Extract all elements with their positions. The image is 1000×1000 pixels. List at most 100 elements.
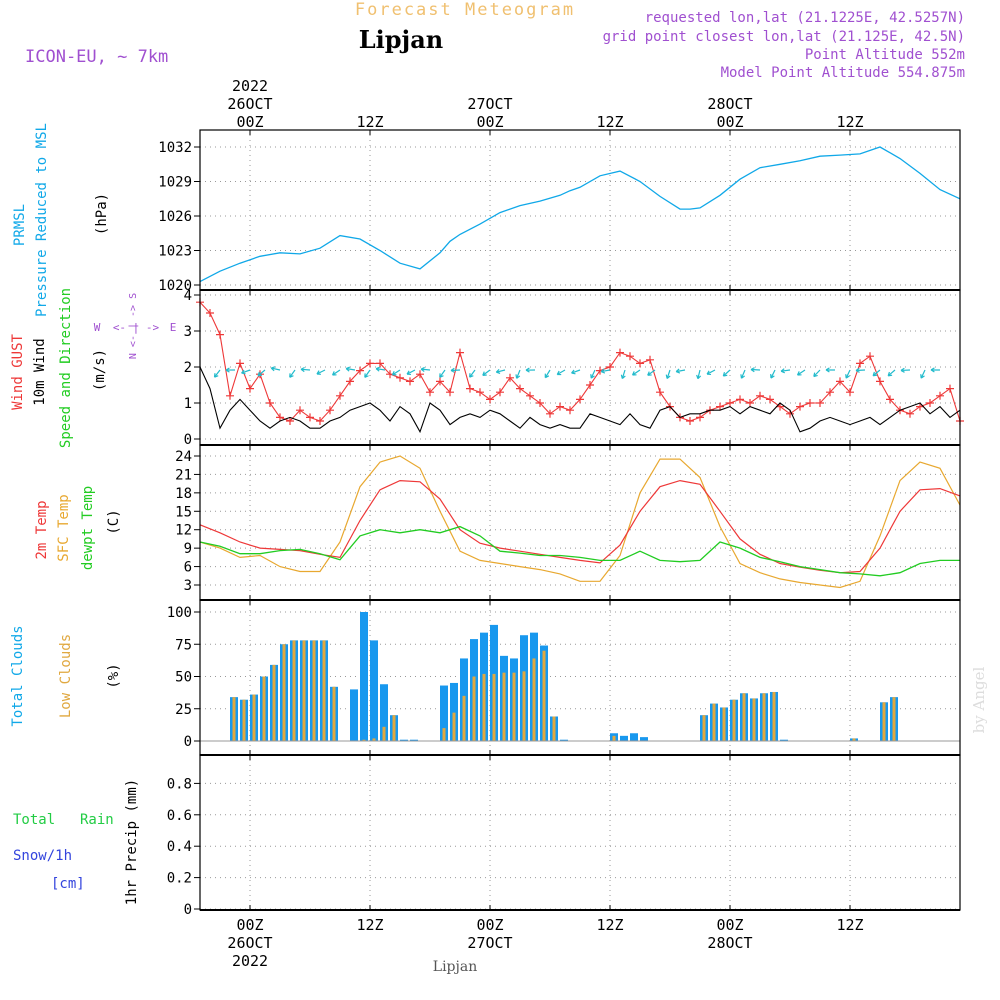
wind-direction-arrow [813, 369, 821, 378]
wind-gust-label: Wind GUST [10, 334, 26, 410]
low-cloud-bar [462, 695, 466, 741]
top-time-label: 12Z [836, 113, 863, 131]
wind-gust-marker [216, 330, 224, 339]
wind-direction-arrow [872, 369, 881, 377]
temp2m-line [199, 479, 961, 574]
wind-gust-marker [296, 406, 304, 415]
y-tick-label: 100 [167, 605, 192, 621]
wind-direction-arrow [270, 366, 281, 372]
dewpt-temp-line [199, 525, 960, 577]
requested-coords: requested lon,lat (21.1225E, 42.5257N) [645, 10, 965, 26]
wind-gust-marker [366, 359, 374, 368]
y-tick-label: 1026 [158, 209, 192, 225]
wind-direction-arrow [825, 367, 836, 373]
wind-direction-arrow [590, 369, 596, 379]
wind-gust-marker [486, 395, 494, 404]
low-cloud-bar [492, 673, 496, 741]
wind-direction-arrow [620, 369, 626, 380]
wind-gust-marker [756, 391, 764, 400]
y-tick-label: 1032 [158, 140, 192, 156]
low-cloud-bar [702, 715, 706, 741]
wind-gust-marker [616, 348, 624, 357]
bottom-year-label: 2022 [232, 952, 268, 970]
top-time-label: 12Z [596, 113, 623, 131]
wind-direction-arrow [631, 369, 641, 376]
wind-direction-arrow [706, 369, 716, 376]
low-cloud-bar [532, 658, 536, 741]
low-clouds-label: Low Clouds [58, 634, 74, 718]
wind-direction-arrow [571, 369, 581, 375]
panel-frame [199, 444, 961, 601]
wind-gust-marker [796, 402, 804, 411]
wind10-label: 10m Wind [32, 338, 48, 405]
wind-direction-arrow [225, 367, 236, 373]
precip-label: 1hr Precip (mm) [124, 779, 140, 905]
y-tick-label: 6 [184, 560, 192, 576]
total-cloud-bar [350, 689, 358, 741]
sfc-temp-line [199, 455, 961, 589]
y-tick-label: 0 [184, 432, 192, 448]
wind-gust-marker [306, 413, 314, 422]
wind-gust-marker [556, 402, 564, 411]
wind-direction-arrow [556, 369, 566, 376]
wind-direction-arrow [316, 369, 326, 375]
wind-direction-arrow [495, 368, 506, 374]
bottom-time-label: 00Z [236, 916, 263, 934]
watermark: by Angel [970, 666, 988, 733]
wind-gust-marker [736, 395, 744, 404]
wind-gust-marker [816, 399, 824, 407]
wind-gust-marker [356, 366, 364, 375]
low-cloud-bar [772, 691, 776, 741]
pct-label: (%) [106, 663, 122, 688]
wind-gust-marker [746, 399, 754, 407]
low-cloud-bar [242, 699, 246, 741]
low-cloud-bar [552, 716, 556, 741]
y-tick-label: 0 [184, 902, 192, 918]
wind-gust-marker [876, 377, 884, 386]
wind-gust-marker [826, 388, 834, 397]
total-cloud-bar [560, 739, 568, 741]
low-cloud-bar [712, 703, 716, 741]
total-clouds-label: Total Clouds [10, 625, 26, 726]
wind-gust-marker [456, 348, 464, 357]
footer-location: Lipjan [433, 959, 477, 975]
low-cloud-bar [482, 673, 486, 741]
wind-gust-marker [536, 399, 544, 407]
compass-arrow: <- | -> [113, 321, 160, 334]
wind-direction-arrow [600, 368, 611, 374]
total-cloud-bar [410, 739, 418, 741]
wind-gust-marker [626, 352, 634, 361]
pressure-msl-label: Pressure Reduced to MSL [34, 123, 50, 317]
low-cloud-bar [732, 699, 736, 741]
wind-direction-arrow [439, 369, 446, 378]
low-cloud-bar [232, 697, 236, 741]
wind-gust-marker [936, 391, 944, 400]
wind-direction-arrow [241, 369, 251, 375]
total-cloud-bar [640, 737, 648, 741]
pressure-line [199, 146, 961, 283]
top-time-label: 00Z [476, 113, 503, 131]
low-cloud-bar [292, 640, 296, 741]
wind-gust-marker [316, 417, 324, 425]
bottom-time-label: 12Z [596, 916, 623, 934]
wind-direction-arrow [845, 369, 851, 379]
y-tick-label: 0.2 [167, 871, 192, 887]
y-tick-label: 12 [175, 523, 192, 539]
y-tick-label: 24 [175, 449, 192, 465]
wind-gust-marker [336, 391, 344, 400]
wind-direction-arrow [665, 369, 671, 379]
low-cloud-bar [542, 650, 546, 741]
wind-direction-arrow [289, 369, 296, 378]
top-date-label: 28OCT [707, 95, 752, 113]
low-cloud-bar [882, 702, 886, 741]
total-cloud-bar [450, 682, 458, 741]
wind-direction-arrow [331, 369, 341, 376]
wind-gust-marker [766, 395, 774, 404]
wind-gust-marker [846, 388, 854, 397]
compass-e: E [170, 321, 177, 334]
wind-gust-marker [206, 309, 214, 317]
compass-w: W [94, 321, 101, 334]
wind-direction-arrow [722, 369, 731, 377]
y-tick-label: 3 [184, 578, 192, 594]
